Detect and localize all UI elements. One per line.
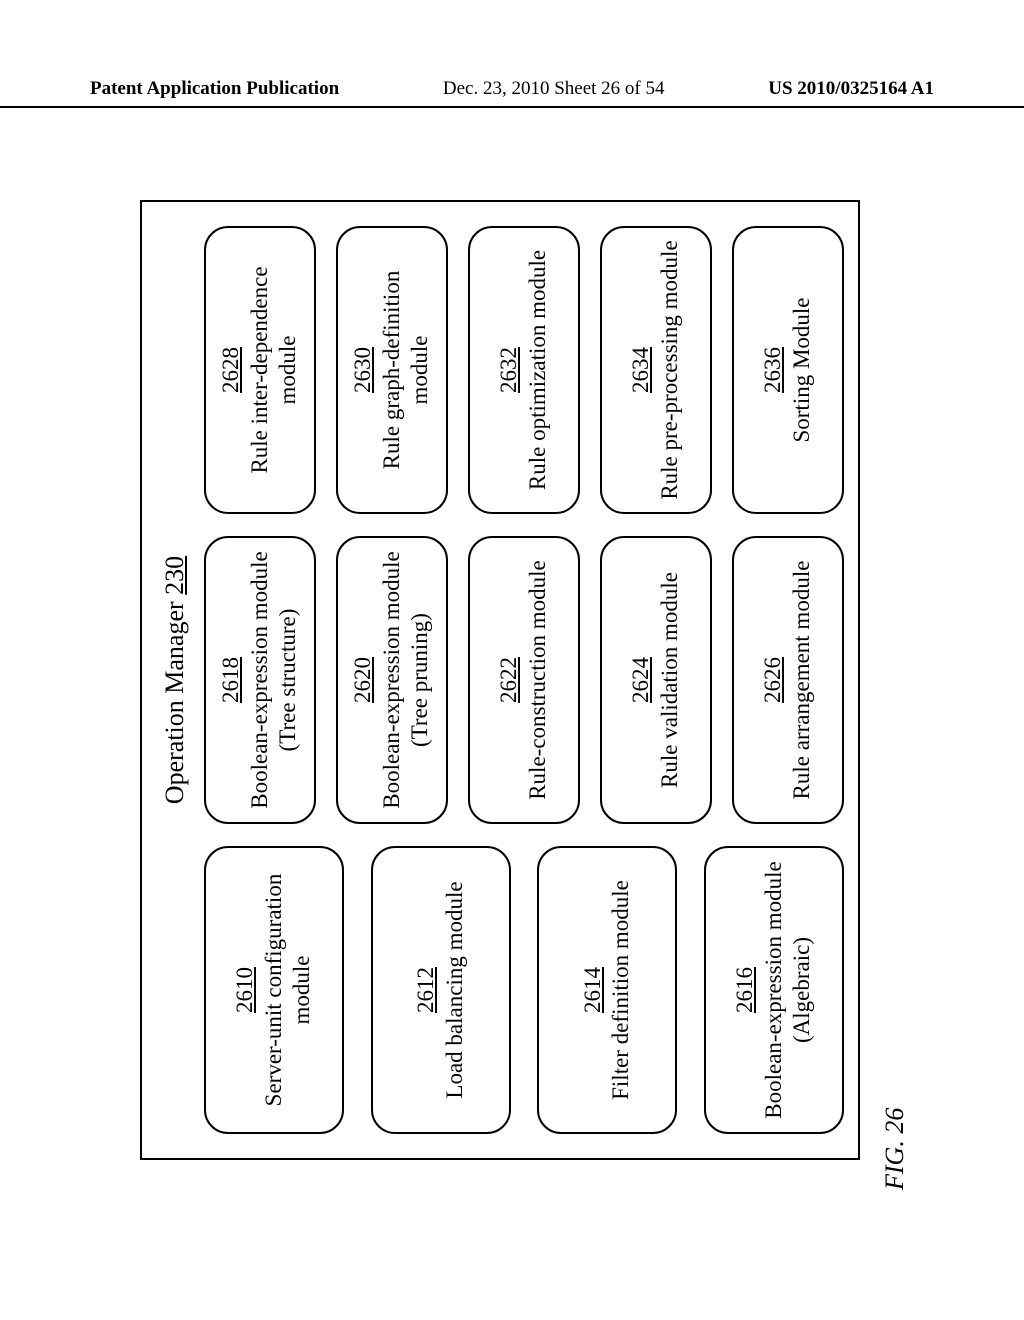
- module-ref: 2636: [759, 347, 788, 393]
- module-label: Server-unit configuration module: [260, 858, 318, 1122]
- module-2610: 2610 Server-unit configuration module: [204, 846, 344, 1134]
- module-2632: 2632 Rule optimization module: [468, 226, 580, 514]
- module-2634: 2634 Rule pre-processing module: [600, 226, 712, 514]
- module-ref: 2616: [731, 967, 760, 1013]
- container-title: Operation Manager 230: [160, 226, 190, 1134]
- module-2622: 2622 Rule-construction module: [468, 536, 580, 824]
- column-3: 2628 Rule inter-dependence module 2630 R…: [204, 226, 844, 514]
- module-label: Rule validation module: [656, 572, 685, 788]
- column-2: 2618 Boolean-expression module (Tree str…: [204, 536, 844, 824]
- module-2620: 2620 Boolean-expression module (Tree pru…: [336, 536, 448, 824]
- header-publication: Patent Application Publication: [90, 78, 339, 100]
- module-label: Rule graph-definition module: [378, 238, 436, 502]
- module-columns: 2610 Server-unit configuration module 26…: [204, 226, 844, 1134]
- module-ref: 2626: [759, 657, 788, 703]
- module-2624: 2624 Rule validation module: [600, 536, 712, 824]
- page-header: Patent Application Publication Dec. 23, …: [0, 78, 1024, 108]
- module-ref: 2610: [231, 967, 260, 1013]
- module-label: Rule optimization module: [524, 250, 553, 490]
- module-ref: 2612: [412, 967, 441, 1013]
- module-label: Rule pre-processing module: [656, 240, 685, 499]
- module-label: Filter definition module: [607, 880, 636, 1100]
- column-1: 2610 Server-unit configuration module 26…: [204, 846, 844, 1134]
- module-ref: 2634: [627, 347, 656, 393]
- module-2636: 2636 Sorting Module: [732, 226, 844, 514]
- module-ref: 2628: [217, 347, 246, 393]
- module-ref: 2618: [217, 657, 246, 703]
- module-label: Boolean-expression module (Tree structur…: [246, 548, 304, 812]
- module-ref: 2622: [495, 657, 524, 703]
- module-2616: 2616 Boolean-expression module (Algebrai…: [704, 846, 844, 1134]
- header-pub-number: US 2010/0325164 A1: [768, 78, 934, 100]
- module-label: Rule inter-dependence module: [246, 238, 304, 502]
- module-2630: 2630 Rule graph-definition module: [336, 226, 448, 514]
- container-title-prefix: Operation Manager: [160, 595, 189, 804]
- header-sheet-info: Dec. 23, 2010 Sheet 26 of 54: [443, 78, 665, 100]
- container-title-ref: 230: [160, 556, 189, 595]
- module-ref: 2630: [349, 347, 378, 393]
- module-label: Boolean-expression module (Algebraic): [760, 858, 818, 1122]
- figure-inner: Operation Manager 230 2610 Server-unit c…: [120, 180, 910, 1190]
- figure-caption: FIG. 26: [880, 1108, 910, 1190]
- figure-wrap: Operation Manager 230 2610 Server-unit c…: [10, 290, 1020, 1080]
- module-ref: 2620: [349, 657, 378, 703]
- module-label: Rule-construction module: [524, 560, 553, 800]
- module-ref: 2624: [627, 657, 656, 703]
- module-label: Rule arrangement module: [788, 561, 817, 800]
- module-2626: 2626 Rule arrangement module: [732, 536, 844, 824]
- module-ref: 2632: [495, 347, 524, 393]
- module-2612: 2612 Load balancing module: [371, 846, 511, 1134]
- operation-manager-box: Operation Manager 230 2610 Server-unit c…: [140, 200, 860, 1160]
- module-2618: 2618 Boolean-expression module (Tree str…: [204, 536, 316, 824]
- module-ref: 2614: [579, 967, 608, 1013]
- module-label: Sorting Module: [788, 297, 817, 442]
- module-label: Load balancing module: [441, 881, 470, 1098]
- module-2628: 2628 Rule inter-dependence module: [204, 226, 316, 514]
- module-label: Boolean-expression module (Tree pruning): [378, 548, 436, 812]
- module-2614: 2614 Filter definition module: [537, 846, 677, 1134]
